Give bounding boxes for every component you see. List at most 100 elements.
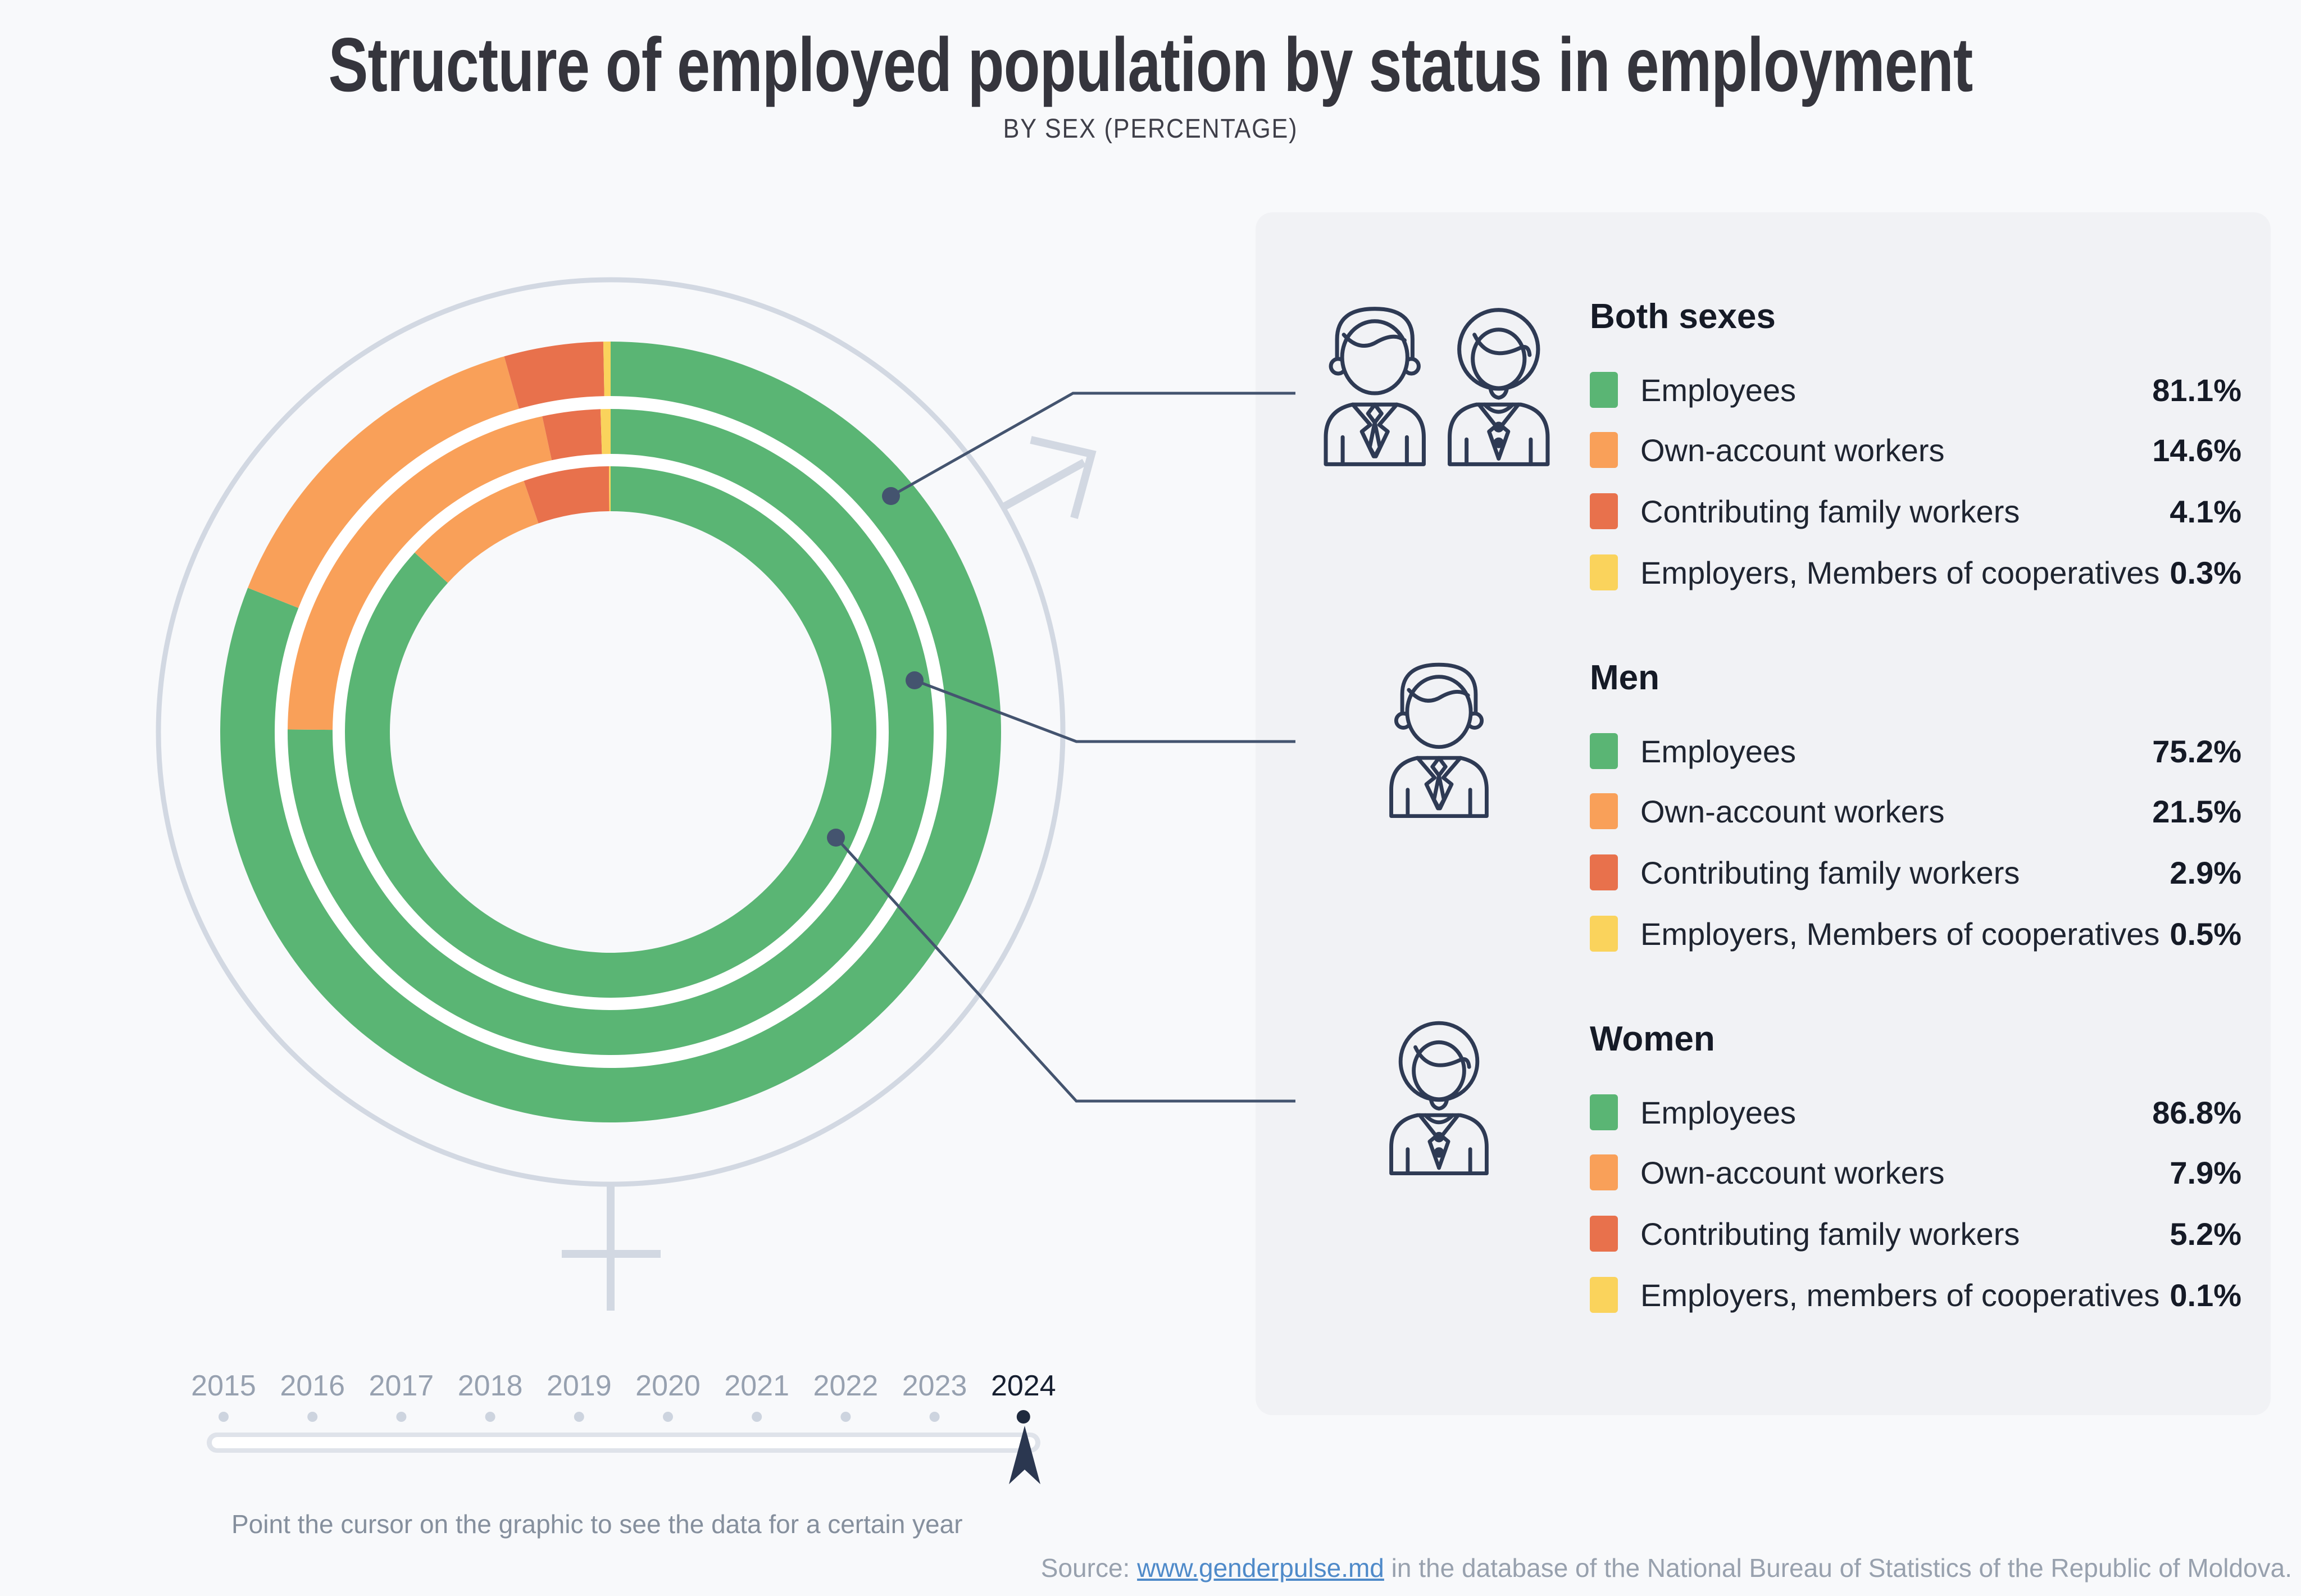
woman-icon (1381, 1011, 1497, 1180)
legend-row: Contributing family workers 5.2% (1590, 1211, 2241, 1256)
year-dot-2023[interactable] (929, 1412, 940, 1422)
year-label-2021[interactable]: 2021 (724, 1370, 790, 1402)
family-workers-swatch (1590, 493, 1618, 529)
year-dot-2015[interactable] (219, 1412, 229, 1422)
row-label: Employers, members of cooperatives (1640, 1277, 2160, 1313)
woman-icon (1448, 308, 1550, 466)
year-label-2024[interactable]: 2024 (990, 1370, 1056, 1402)
row-label: Own-account workers (1640, 1154, 1945, 1190)
row-value: 0.3% (2170, 554, 2241, 590)
ring-segment-men-own-account-workers[interactable] (288, 416, 552, 730)
row-value: 4.1% (2170, 493, 2241, 529)
ring-segment-women-contributing-family-workers[interactable] (524, 466, 610, 524)
ring-segment-men-contributing-family-workers[interactable] (542, 409, 602, 461)
year-dot-2024[interactable] (1016, 1410, 1030, 1424)
man-icon (1381, 654, 1497, 822)
employers-swatch (1590, 916, 1618, 952)
year-dot-2017[interactable] (396, 1412, 407, 1422)
row-value: 0.1% (2170, 1277, 2241, 1313)
both-sexes-icon (1316, 299, 1558, 469)
row-label: Employees (1640, 1094, 1797, 1130)
year-label-2019[interactable]: 2019 (546, 1370, 612, 1402)
year-dot-2019[interactable] (574, 1412, 584, 1422)
man-icon (1324, 307, 1426, 466)
row-label: Contributing family workers (1640, 1216, 2020, 1252)
page-header: Structure of employed population by stat… (0, 22, 2301, 145)
legend-row: Own-account workers 7.9% (1590, 1150, 2241, 1195)
group-heading-women: Women (1590, 1020, 1715, 1058)
page-title: Structure of employed population by stat… (328, 22, 1973, 107)
legend-row: Contributing family workers 4.1% (1590, 489, 2241, 534)
year-dot-2016[interactable] (307, 1412, 318, 1422)
female-cross-icon (562, 1184, 661, 1311)
year-label-2017[interactable]: 2017 (369, 1370, 434, 1402)
row-value: 5.2% (2170, 1216, 2241, 1252)
ring-segment-women-employers[interactable] (609, 466, 611, 512)
source-suffix: in the database of the National Bureau o… (1384, 1553, 2292, 1583)
group-heading-both-sexes: Both sexes (1590, 297, 1776, 336)
row-value: 75.2% (2152, 733, 2241, 769)
male-arrow-icon (1002, 436, 1097, 519)
employers-swatch (1590, 554, 1618, 590)
hint-text: Point the cursor on the graphic to see t… (231, 1509, 963, 1539)
legend-row: Own-account workers 14.6% (1590, 428, 2241, 472)
row-label: Contributing family workers (1640, 493, 2020, 529)
group-heading-men: Men (1590, 658, 1659, 697)
row-label: Employees (1640, 372, 1797, 408)
year-dot-2018[interactable] (485, 1412, 495, 1422)
ring-segment-women-own-account-workers[interactable] (415, 480, 539, 583)
year-label-2016[interactable]: 2016 (280, 1370, 345, 1402)
own-account-swatch (1590, 432, 1618, 468)
family-workers-swatch (1590, 854, 1618, 890)
employees-swatch (1590, 733, 1618, 769)
legend-row: Employers, members of cooperatives 0.1% (1590, 1272, 2241, 1317)
row-label: Contributing family workers (1640, 854, 2020, 890)
source-prefix: Source: (1040, 1553, 1138, 1583)
row-value: 14.6% (2152, 432, 2241, 468)
own-account-swatch (1590, 1154, 1618, 1190)
source-note: Source: www.genderpulse.md in the databa… (1041, 1553, 2292, 1583)
legend-row: Employees 81.1% (1590, 367, 2241, 412)
year-label-2018[interactable]: 2018 (457, 1370, 523, 1402)
row-value: 81.1% (2152, 372, 2241, 408)
row-label: Own-account workers (1640, 793, 1945, 829)
year-label-2020[interactable]: 2020 (635, 1370, 701, 1402)
row-label: Employers, Members of cooperatives (1640, 554, 2160, 590)
source-link[interactable]: www.genderpulse.md (1137, 1553, 1384, 1583)
row-value: 86.8% (2152, 1094, 2241, 1130)
row-value: 2.9% (2170, 854, 2241, 890)
year-label-2015[interactable]: 2015 (191, 1370, 256, 1402)
row-value: 7.9% (2170, 1154, 2241, 1190)
year-dot-2020[interactable] (663, 1412, 673, 1422)
legend-row: Own-account workers 21.5% (1590, 789, 2241, 834)
legend-row: Employers, Members of cooperatives 0.5% (1590, 911, 2241, 956)
callout-line-both-sexes (890, 392, 1295, 498)
year-label-2023[interactable]: 2023 (902, 1370, 967, 1402)
row-value: 21.5% (2152, 793, 2241, 829)
ring-segment-men-employers[interactable] (600, 409, 611, 454)
ring-segment-both-sexes-contributing-family-workers[interactable] (504, 342, 604, 409)
legend-panel: Both sexes Employees 81.1% Own-account w… (1256, 212, 2271, 1415)
legend-row: Contributing family workers 2.9% (1590, 850, 2241, 895)
row-label: Own-account workers (1640, 432, 1945, 468)
page-subtitle: BY SEX (PERCENTAGE) (1003, 114, 1298, 144)
employees-swatch (1590, 1094, 1618, 1130)
ring-gap (332, 453, 889, 1011)
row-label: Employees (1640, 733, 1797, 769)
ring-segment-both-sexes-own-account-workers[interactable] (248, 356, 519, 608)
employees-swatch (1590, 372, 1618, 408)
row-label: Employers, Members of cooperatives (1640, 916, 2160, 952)
year-label-2022[interactable]: 2022 (813, 1370, 879, 1402)
year-dots (219, 1410, 1030, 1424)
row-value: 0.5% (2170, 916, 2241, 952)
employers-swatch (1590, 1277, 1618, 1313)
own-account-swatch (1590, 793, 1618, 829)
ring-segment-both-sexes-employers[interactable] (603, 342, 611, 397)
year-dot-2022[interactable] (840, 1412, 851, 1422)
family-workers-swatch (1590, 1216, 1618, 1252)
timeline: 2015 2016 2017 2018 2019 2020 2021 2022 2023 2024 (0, 1369, 1124, 1403)
legend-row: Employees 86.8% (1590, 1090, 2241, 1135)
slider-cursor[interactable] (1009, 1426, 1040, 1484)
slider-track[interactable] (207, 1433, 1040, 1453)
year-dot-2021[interactable] (752, 1412, 762, 1422)
